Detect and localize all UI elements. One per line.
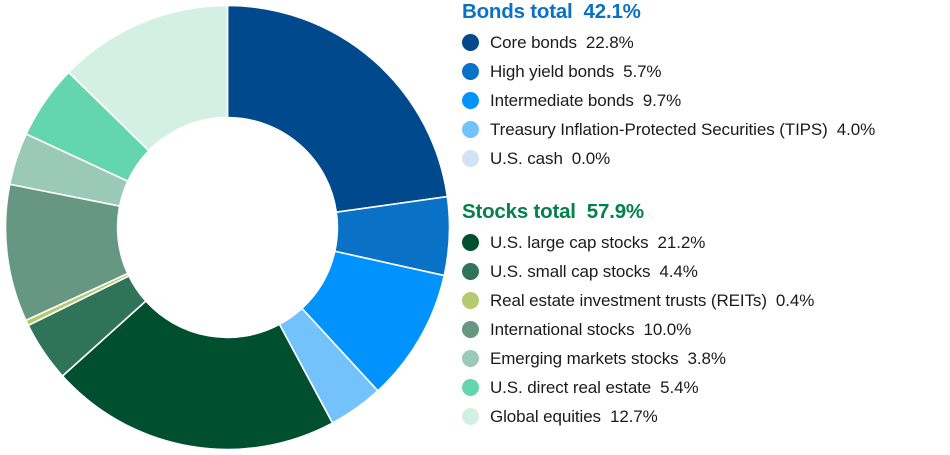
legend-item-value: 5.4% <box>660 377 699 397</box>
legend-swatch-reits <box>462 292 479 309</box>
legend-swatch-high-yield-bonds <box>462 63 479 80</box>
legend-swatch-international-stocks <box>462 321 479 338</box>
legend-item-label: Global equities <box>490 406 601 426</box>
legend-swatch-us-small-cap-stocks <box>462 263 479 280</box>
legend-item[interactable]: Intermediate bonds 9.7% <box>462 86 950 115</box>
legend-item-label: Emerging markets stocks <box>490 348 679 368</box>
legend-item-value: 10.0% <box>643 319 692 339</box>
legend-item-label: U.S. small cap stocks <box>490 261 651 281</box>
legend-item-label: Core bonds <box>490 32 577 52</box>
legend-swatch-global-equities <box>462 408 479 425</box>
legend-swatch-emerging-markets-stocks <box>462 350 479 367</box>
legend-item[interactable]: U.S. small cap stocks 4.4% <box>462 257 950 286</box>
legend-item[interactable]: Core bonds 22.8% <box>462 28 950 57</box>
donut-slice[interactable] <box>61 299 334 451</box>
donut-slice[interactable] <box>226 4 449 214</box>
donut-slice[interactable] <box>67 4 229 152</box>
legend-item-value: 3.8% <box>687 348 726 368</box>
legend-item[interactable]: U.S. direct real estate 5.4% <box>462 373 950 402</box>
legend-item-value: 0.4% <box>775 290 815 310</box>
legend-swatch-tips <box>462 121 479 138</box>
legend-item[interactable]: U.S. cash 0.0% <box>462 144 950 173</box>
legend-item-value: 5.7% <box>623 61 662 81</box>
legend-item-value: 4.4% <box>659 261 698 281</box>
legend-item-value: 21.2% <box>657 232 706 252</box>
legend-item-label: U.S. direct real estate <box>490 377 652 397</box>
legend-swatch-core-bonds <box>462 34 479 51</box>
legend-item-label: High yield bonds <box>490 61 615 81</box>
legend-item-value: 4.0% <box>836 119 876 139</box>
legend-item[interactable]: Real estate investment trusts (REITs) 0.4… <box>462 286 950 315</box>
legend-item[interactable]: Treasury Inflation-Protected Securities … <box>462 115 950 144</box>
legend-item[interactable]: High yield bonds 5.7% <box>462 57 950 86</box>
legend-item-value: 9.7% <box>642 90 682 110</box>
donut-slice-group <box>4 4 451 451</box>
legend-item[interactable]: Emerging markets stocks 3.8% <box>462 344 950 373</box>
legend-swatch-intermediate-bonds <box>462 92 479 109</box>
legend-item[interactable]: International stocks 10.0% <box>462 315 950 344</box>
legend-item-value: 0.0% <box>571 148 611 168</box>
legend-item-label: U.S. cash <box>490 148 563 168</box>
legend-group-total-stocks: 57.9% <box>586 200 644 223</box>
legend-item-value: 22.8% <box>585 32 634 52</box>
donut-chart-container <box>0 0 455 455</box>
legend-list-stocks: U.S. large cap stocks 21.2% U.S. small cap… <box>462 228 950 431</box>
legend-swatch-us-large-cap-stocks <box>462 234 479 251</box>
legend-swatch-us-direct-real-estate <box>462 379 479 396</box>
legend-item-value: 12.7% <box>609 406 658 426</box>
legend-list-bonds: Core bonds 22.8% High yield bonds 5.7% Inter… <box>462 28 950 173</box>
legend-group-bonds: Bonds total 42.1% Core bonds 22.8% High yi… <box>462 0 950 173</box>
chart-legend: Bonds total 42.1% Core bonds 22.8% High yi… <box>462 0 950 455</box>
legend-group-header-stocks: Stocks total 57.9% <box>462 200 950 228</box>
legend-group-stocks: Stocks total 57.9% U.S. large cap stocks… <box>462 200 950 431</box>
legend-swatch-us-cash <box>462 150 479 167</box>
legend-group-title-bonds: Bonds total <box>462 0 573 23</box>
legend-item[interactable]: U.S. large cap stocks 21.2% <box>462 228 950 257</box>
legend-group-total-bonds: 42.1% <box>583 0 641 23</box>
legend-group-title-stocks: Stocks total <box>462 200 576 223</box>
asset-allocation-donut-chart <box>4 4 451 451</box>
legend-item-label: Treasury Inflation-Protected Securities … <box>490 119 828 139</box>
legend-group-header-bonds: Bonds total 42.1% <box>462 0 950 28</box>
legend-item-label: International stocks <box>490 319 635 339</box>
legend-item-label: Intermediate bonds <box>490 90 634 110</box>
legend-item-label: U.S. large cap stocks <box>490 232 649 252</box>
legend-item-label: Real estate investment trusts (REITs) <box>490 290 767 310</box>
legend-item[interactable]: Global equities 12.7% <box>462 402 950 431</box>
